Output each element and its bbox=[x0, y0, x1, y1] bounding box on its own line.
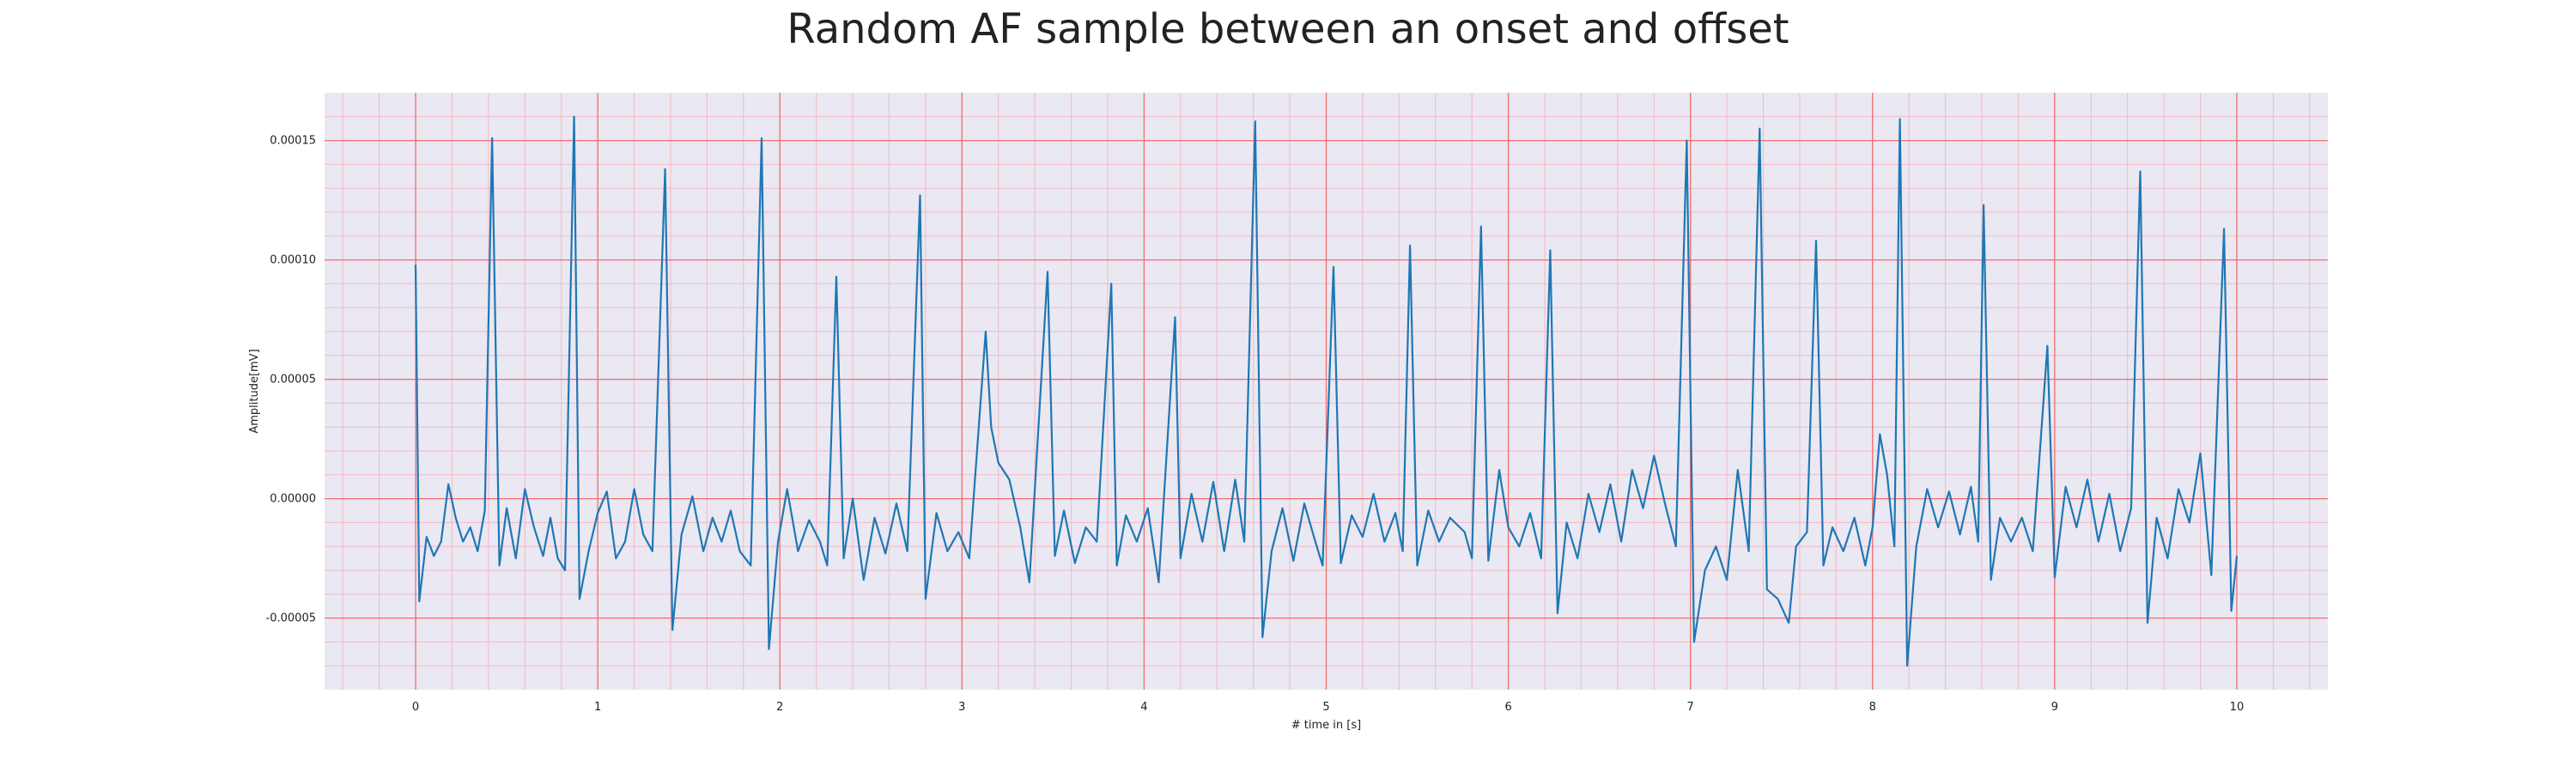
y-tick-label: 0.00010 bbox=[270, 254, 316, 267]
x-tick-label: 2 bbox=[776, 701, 783, 714]
x-tick-label: 0 bbox=[412, 701, 419, 714]
y-tick-label: 0.00000 bbox=[270, 493, 316, 506]
x-tick-label: 5 bbox=[1322, 701, 1329, 714]
y-tick-label: 0.00005 bbox=[270, 374, 316, 386]
x-tick-label: 8 bbox=[1869, 701, 1876, 714]
x-tick-label: 1 bbox=[594, 701, 601, 714]
x-tick-label: 10 bbox=[2230, 701, 2245, 714]
y-tick-label: -0.00005 bbox=[266, 612, 316, 625]
chart-title: Random AF sample between an onset and of… bbox=[787, 5, 1789, 53]
y-tick-labels: -0.00005 0.00000 0.00005 0.00010 0.00015 bbox=[266, 135, 316, 625]
y-tick-label: 0.00015 bbox=[270, 135, 316, 148]
x-tick-label: 6 bbox=[1504, 701, 1511, 714]
x-tick-label: 9 bbox=[2051, 701, 2058, 714]
x-tick-label: 7 bbox=[1687, 701, 1694, 714]
x-tick-label: 3 bbox=[958, 701, 965, 714]
series-line bbox=[414, 115, 2239, 667]
x-tick-label: 4 bbox=[1140, 701, 1147, 714]
y-axis-label: Amplitude[mV] bbox=[248, 349, 261, 433]
x-axis-label: # time in [s] bbox=[1291, 719, 1361, 732]
x-tick-labels: 0 1 2 3 4 5 6 7 8 9 10 bbox=[412, 701, 2244, 714]
